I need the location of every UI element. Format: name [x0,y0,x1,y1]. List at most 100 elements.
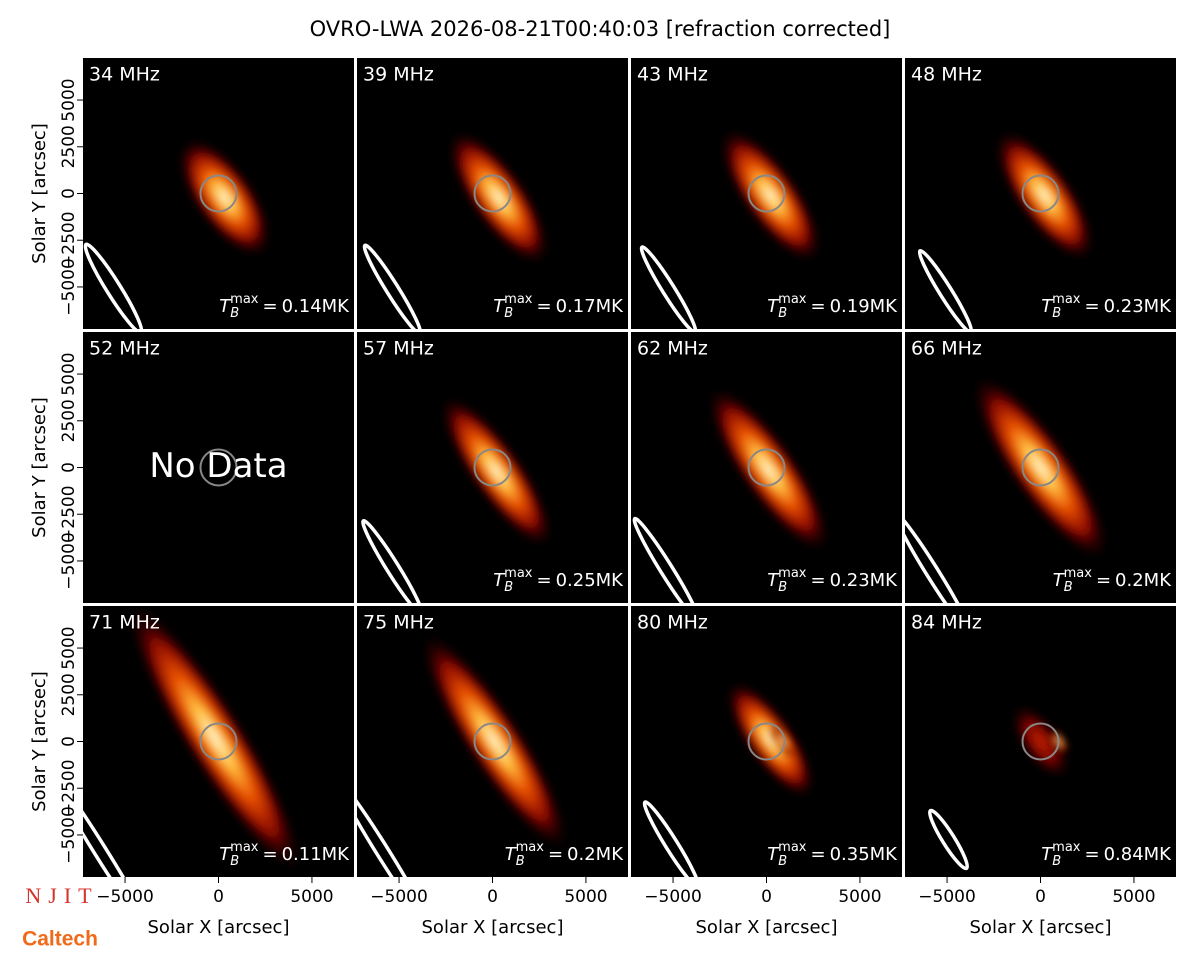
panel [905,332,1176,603]
value: 0.14MK [282,296,351,317]
y-axis-label: Solar Y [arcsec] [29,397,50,538]
value: 0.11MK [282,844,351,865]
value: 0.23MK [1104,296,1173,317]
y-tick-label: −2500 [59,485,79,543]
subscript: B [778,306,787,321]
brightness-annotation: TBmax = 0.23MK [767,566,898,595]
symbol: T [1041,296,1054,317]
y-tick-label: 5000 [59,352,79,395]
panel [631,58,902,329]
value: 0.19MK [830,296,899,317]
y-tick-label: −5000 [59,806,79,864]
beam [361,518,424,603]
y-tick-label: 2500 [59,673,79,716]
solar-disk [747,448,786,487]
y-tick-label: −5000 [59,532,79,590]
beam [905,511,972,603]
symbol: T [1041,844,1054,865]
symbol: T [505,844,518,865]
brightness-annotation: TBmax = 0.11MK [219,840,350,869]
symbol: T [493,570,506,591]
beam [83,769,153,877]
superscript: max [516,840,545,855]
equals: = [1084,844,1099,865]
brightness-annotation: TBmax = 0.2MK [505,840,625,869]
beam [917,248,974,329]
panel-title: 71 MHz [89,612,160,634]
solar-disk [1021,174,1060,213]
panel-title: 80 MHz [637,612,708,634]
panel-title: 84 MHz [911,612,982,634]
y-tick-label: 2500 [59,399,79,442]
image-background [83,332,354,603]
equals: = [262,296,277,317]
value: 0.25MK [556,570,625,591]
panel [83,606,354,877]
superscript: max [230,292,259,307]
logo-njit: NJIT [25,883,98,908]
no-data-text: No Data [149,446,287,486]
y-tick-label: −2500 [59,211,79,269]
equals: = [548,844,563,865]
solar-disk [1021,722,1060,761]
symbol: T [767,570,780,591]
solar-disk [747,174,786,213]
x-tick-label: 5000 [1112,887,1155,907]
panel [357,58,628,329]
solar-disk [473,448,512,487]
superscript: max [1064,566,1093,581]
brightness-annotation: TBmax = 0.14MK [219,292,350,321]
y-tick-label: 0 [59,462,79,473]
solar-disk [747,722,786,761]
equals: = [810,844,825,865]
y-tick-label: 5000 [59,626,79,669]
emission-peak [770,726,795,757]
solar-disk [473,174,512,213]
panel [905,606,1176,877]
value: 0.2MK [567,844,624,865]
panel-title: 75 MHz [363,612,434,634]
panel-title: 57 MHz [363,338,434,360]
x-tick-label: 0 [213,887,224,907]
y-axis-label: Solar Y [arcsec] [29,671,50,812]
superscript: max [778,292,807,307]
panel [905,58,1176,329]
beam [357,777,430,877]
symbol: T [493,296,506,317]
panel [83,58,354,329]
subscript: B [516,854,525,869]
panel [631,332,902,603]
x-tick-label: 5000 [290,887,333,907]
equals: = [1084,296,1099,317]
superscript: max [778,566,807,581]
emission [971,374,1110,561]
symbol: T [1053,570,1066,591]
y-tick-label: 0 [59,736,79,747]
value: 0.17MK [556,296,625,317]
x-axis-label: Solar X [arcsec] [148,917,290,938]
x-tick-label: 0 [761,887,772,907]
solar-disk [199,722,238,761]
superscript: max [230,840,259,855]
brightness-annotation: TBmax = 0.35MK [767,840,898,869]
equals: = [810,296,825,317]
x-tick-label: 5000 [838,887,881,907]
x-tick-label: 0 [487,887,498,907]
panel [357,606,628,877]
brightness-annotation: TBmax = 0.19MK [767,292,898,321]
figure-title: OVRO-LWA 2026-08-21T00:40:03 [refraction… [310,17,891,41]
x-tick-label: 5000 [564,887,607,907]
panel-title: 62 MHz [637,338,708,360]
x-axis-label: Solar X [arcsec] [422,917,564,938]
brightness-annotation: TBmax = 0.2MK [1053,566,1173,595]
superscript: max [778,840,807,855]
emission [447,130,550,265]
panel-title: 52 MHz [89,338,160,360]
emission [125,606,304,875]
solar-disk [473,722,512,761]
beam [83,242,144,329]
emission [177,137,272,258]
value: 0.23MK [830,570,899,591]
subscript: B [1052,306,1061,321]
